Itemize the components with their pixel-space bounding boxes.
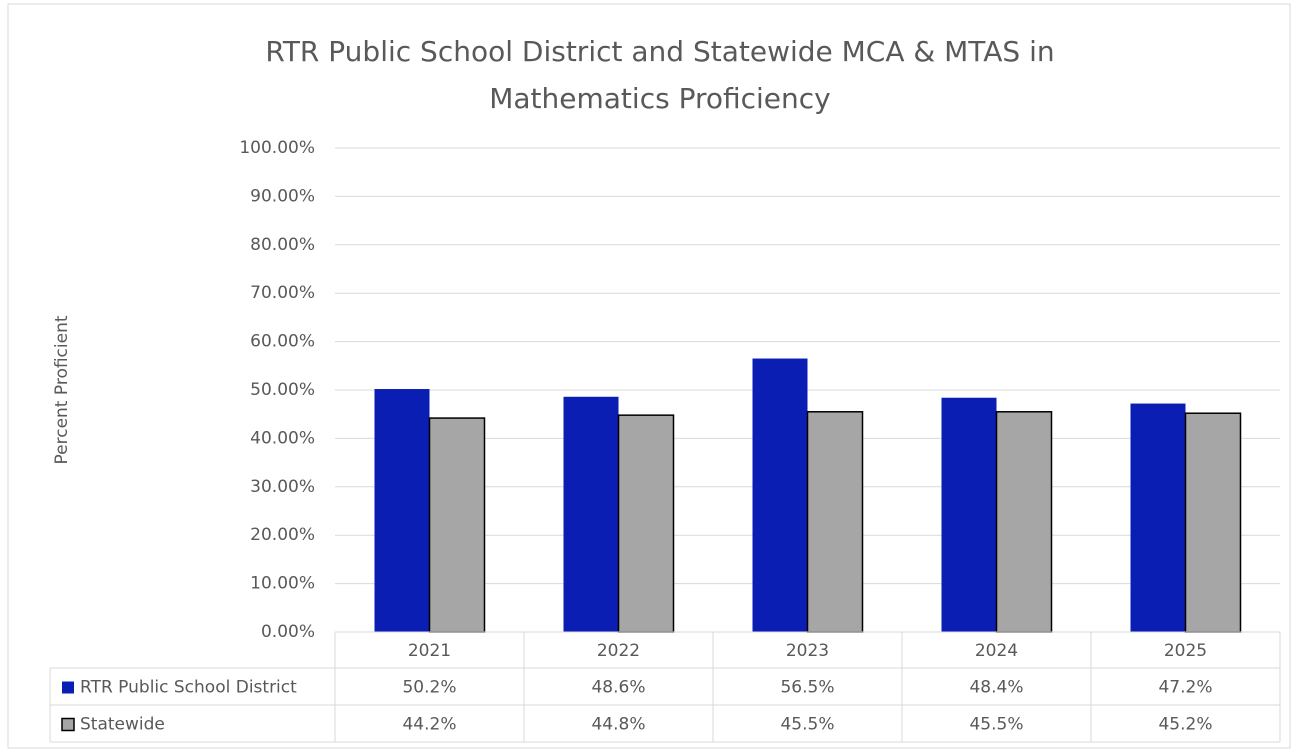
bar bbox=[617, 414, 675, 633]
x-tick-label: 2021 bbox=[408, 641, 451, 661]
y-tick-label: 30.00% bbox=[250, 477, 315, 497]
data-label: 48.4% bbox=[969, 678, 1023, 698]
bar bbox=[752, 358, 808, 632]
data-label: 50.2% bbox=[402, 678, 456, 698]
y-axis-label: Percent Proficient bbox=[52, 315, 72, 464]
y-tick-label: 40.00% bbox=[250, 428, 315, 448]
y-tick-label: 0.00% bbox=[261, 622, 315, 642]
legend-key bbox=[62, 681, 74, 694]
x-tick-label: 2023 bbox=[786, 641, 829, 661]
x-tick-label: 2025 bbox=[1164, 641, 1207, 661]
data-label: 45.5% bbox=[780, 715, 834, 735]
chart-border bbox=[7, 3, 1291, 749]
data-label: 47.2% bbox=[1158, 678, 1212, 698]
y-tick-label: 90.00% bbox=[250, 186, 315, 206]
y-tick-label: 10.00% bbox=[250, 574, 315, 594]
bar bbox=[1130, 403, 1186, 632]
legend-label: RTR Public School District bbox=[80, 678, 297, 698]
y-tick-label: 50.00% bbox=[250, 380, 315, 400]
bar bbox=[563, 396, 619, 632]
data-label: 44.2% bbox=[402, 715, 456, 735]
bar bbox=[1184, 412, 1242, 633]
bar bbox=[806, 411, 864, 633]
y-tick-label: 70.00% bbox=[250, 283, 315, 303]
y-tick-label: 80.00% bbox=[250, 235, 315, 255]
bar bbox=[374, 389, 430, 632]
bar bbox=[428, 417, 486, 633]
y-tick-label: 100.00% bbox=[239, 138, 315, 158]
bar bbox=[941, 397, 997, 632]
chart-title: RTR Public School District and Statewide… bbox=[265, 35, 1055, 115]
data-label: 45.5% bbox=[969, 715, 1023, 735]
y-tick-label: 60.00% bbox=[250, 332, 315, 352]
x-tick-label: 2022 bbox=[597, 641, 640, 661]
y-tick-label: 20.00% bbox=[250, 525, 315, 545]
bar bbox=[995, 411, 1053, 633]
legend-label: Statewide bbox=[80, 715, 165, 735]
data-label: 48.6% bbox=[591, 678, 645, 698]
data-label: 44.8% bbox=[591, 715, 645, 735]
data-label: 45.2% bbox=[1158, 715, 1212, 735]
legend-key bbox=[61, 717, 75, 732]
x-tick-label: 2024 bbox=[975, 641, 1018, 661]
data-label: 56.5% bbox=[780, 678, 834, 698]
